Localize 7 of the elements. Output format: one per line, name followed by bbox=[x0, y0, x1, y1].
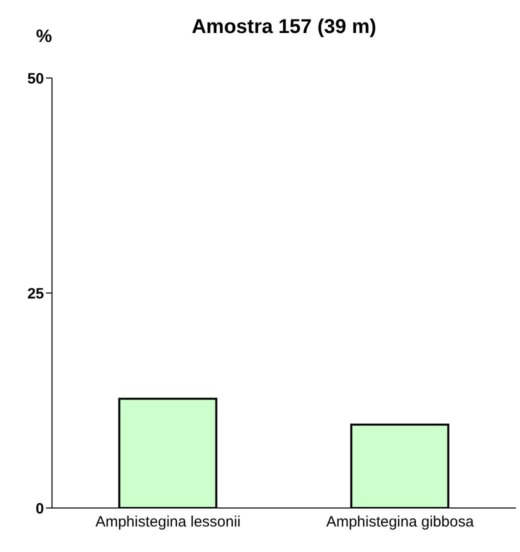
y-axis-title: % bbox=[36, 26, 52, 47]
x-tick-label: Amphistegina lessonii bbox=[95, 514, 241, 531]
y-tick-label: 0 bbox=[36, 500, 44, 518]
y-tick-label: 50 bbox=[27, 70, 44, 88]
y-tick-label: 25 bbox=[27, 285, 44, 302]
chart-title: Amostra 157 (39 m) bbox=[192, 16, 376, 38]
x-tick-label: Amphistegina gibbosa bbox=[326, 514, 474, 531]
